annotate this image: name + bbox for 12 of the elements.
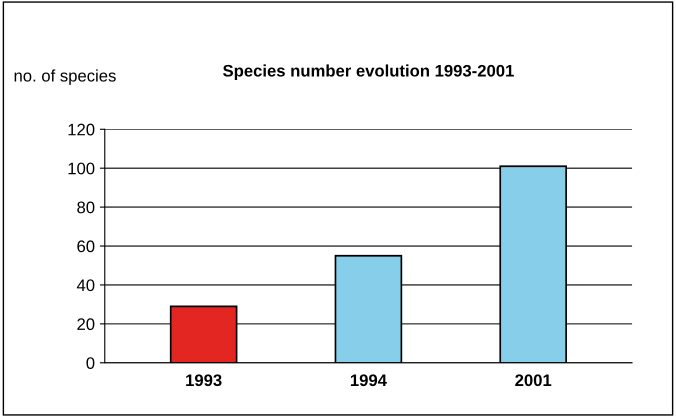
y-tick-label: 80 xyxy=(77,202,94,214)
x-tick-label: 1993 xyxy=(186,374,222,386)
y-tick-label: 120 xyxy=(68,124,94,136)
y-tick-label: 20 xyxy=(77,318,94,330)
x-tick-label: 1994 xyxy=(350,374,387,386)
chart-title: Species number evolution 1993-2001 xyxy=(223,64,514,80)
y-tick-label: 60 xyxy=(77,240,94,252)
y-axis-title: no. of species xyxy=(14,69,116,85)
y-tick-label: 40 xyxy=(76,279,94,292)
y-tick-label: 0 xyxy=(86,357,94,369)
y-tick-label: 100 xyxy=(68,162,94,174)
x-tick-label: 2001 xyxy=(515,374,552,386)
